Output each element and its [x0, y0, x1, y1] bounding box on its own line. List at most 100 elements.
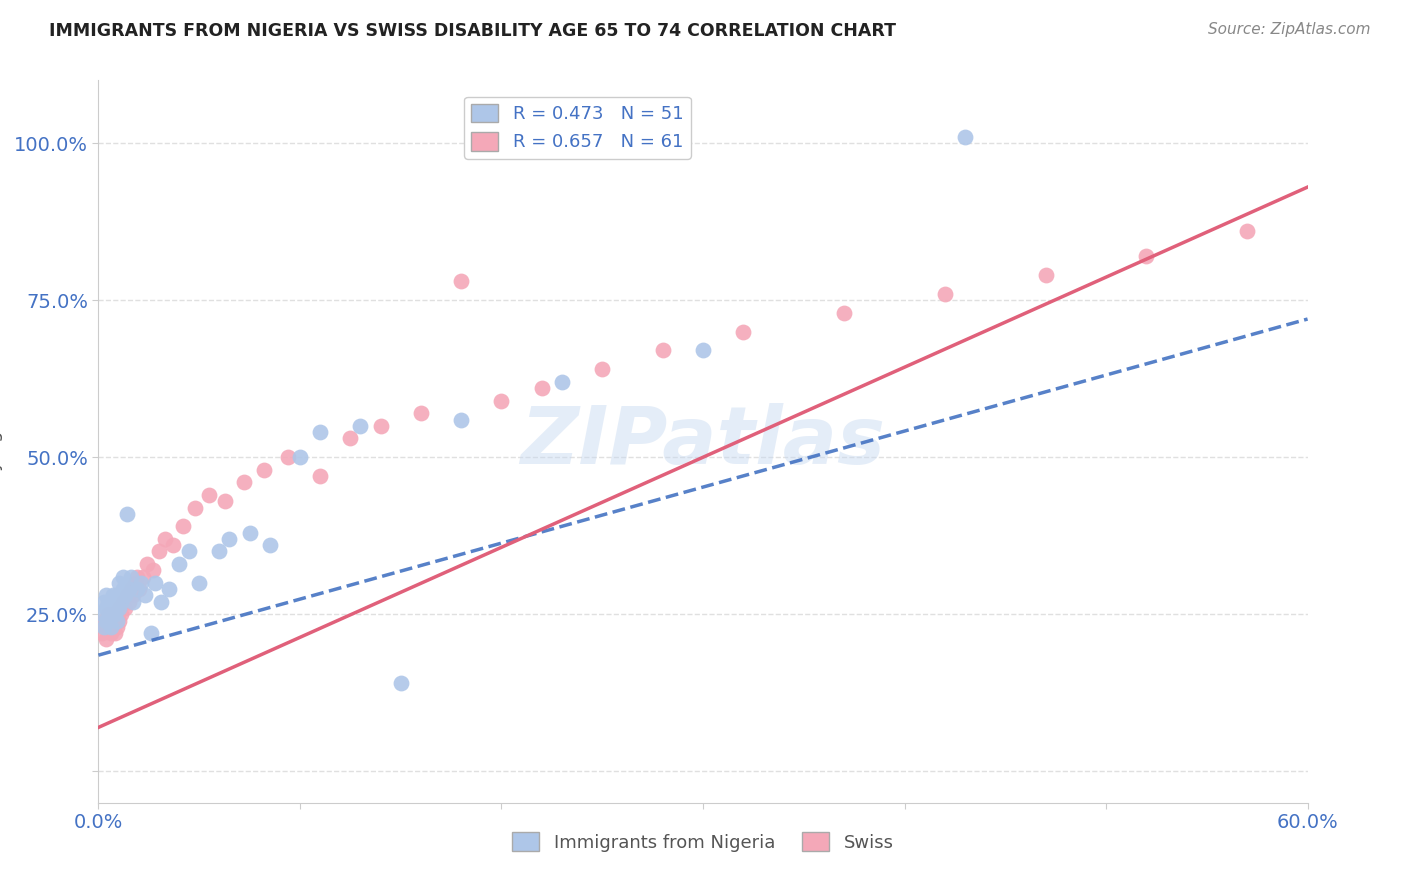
Point	[1035, 268, 1057, 282]
Point	[134, 589, 156, 603]
Point	[198, 488, 221, 502]
Point	[100, 626, 122, 640]
Point	[114, 589, 136, 603]
Point	[107, 601, 129, 615]
Point	[277, 450, 299, 465]
Point	[149, 595, 172, 609]
Point	[1337, 199, 1360, 213]
Point	[208, 544, 231, 558]
Point	[97, 620, 120, 634]
Point	[124, 575, 146, 590]
Point	[93, 595, 115, 609]
Point	[148, 544, 170, 558]
Point	[96, 614, 118, 628]
Text: ZIPatlas: ZIPatlas	[520, 402, 886, 481]
Point	[651, 343, 673, 358]
Point	[120, 569, 142, 583]
Point	[125, 582, 148, 597]
Point	[114, 601, 136, 615]
Point	[125, 569, 148, 583]
Point	[953, 129, 976, 144]
Point	[309, 425, 332, 439]
Point	[692, 343, 714, 358]
Point	[142, 563, 165, 577]
Point	[103, 607, 125, 622]
Point	[97, 607, 120, 622]
Point	[129, 575, 152, 590]
Text: Source: ZipAtlas.com: Source: ZipAtlas.com	[1208, 22, 1371, 37]
Point	[100, 620, 122, 634]
Point	[349, 418, 371, 433]
Point	[1236, 224, 1258, 238]
Y-axis label: Disability Age 65 to 74: Disability Age 65 to 74	[0, 339, 3, 544]
Point	[172, 519, 194, 533]
Point	[101, 607, 124, 622]
Point	[253, 463, 276, 477]
Point	[103, 614, 125, 628]
Point	[121, 589, 143, 603]
Point	[832, 306, 855, 320]
Point	[101, 607, 124, 622]
Point	[239, 525, 262, 540]
Point	[100, 607, 122, 622]
Point	[1135, 249, 1157, 263]
Point	[143, 575, 166, 590]
Point	[100, 614, 122, 628]
Point	[97, 614, 120, 628]
Point	[96, 632, 118, 647]
Point	[96, 601, 118, 615]
Point	[91, 607, 114, 622]
Point	[288, 450, 311, 465]
Point	[107, 575, 129, 590]
Point	[118, 595, 141, 609]
Point	[107, 614, 129, 628]
Point	[105, 607, 128, 622]
Legend: Immigrants from Nigeria, Swiss: Immigrants from Nigeria, Swiss	[505, 825, 901, 859]
Point	[103, 626, 125, 640]
Point	[139, 626, 162, 640]
Point	[101, 601, 124, 615]
Point	[389, 676, 412, 690]
Point	[121, 595, 143, 609]
Point	[551, 375, 574, 389]
Point	[101, 620, 124, 634]
Point	[103, 601, 125, 615]
Point	[162, 538, 184, 552]
Point	[530, 381, 553, 395]
Point	[118, 582, 141, 597]
Point	[450, 274, 472, 288]
Point	[309, 469, 332, 483]
Point	[111, 582, 134, 597]
Point	[91, 626, 114, 640]
Point	[188, 575, 211, 590]
Point	[934, 286, 956, 301]
Point	[105, 620, 128, 634]
Point	[157, 582, 180, 597]
Point	[105, 614, 128, 628]
Point	[218, 532, 240, 546]
Point	[120, 582, 142, 597]
Point	[97, 595, 120, 609]
Point	[128, 582, 150, 597]
Point	[111, 569, 134, 583]
Point	[107, 601, 129, 615]
Point	[339, 431, 361, 445]
Point	[96, 589, 118, 603]
Point	[259, 538, 281, 552]
Point	[214, 494, 236, 508]
Point	[591, 362, 613, 376]
Point	[184, 500, 207, 515]
Point	[111, 595, 134, 609]
Point	[132, 569, 155, 583]
Point	[179, 544, 201, 558]
Point	[167, 557, 190, 571]
Point	[115, 589, 138, 603]
Point	[135, 557, 157, 571]
Point	[105, 589, 128, 603]
Text: IMMIGRANTS FROM NIGERIA VS SWISS DISABILITY AGE 65 TO 74 CORRELATION CHART: IMMIGRANTS FROM NIGERIA VS SWISS DISABIL…	[49, 22, 896, 40]
Point	[110, 595, 132, 609]
Point	[232, 475, 254, 490]
Point	[93, 620, 115, 634]
Point	[103, 595, 125, 609]
Point	[115, 507, 138, 521]
